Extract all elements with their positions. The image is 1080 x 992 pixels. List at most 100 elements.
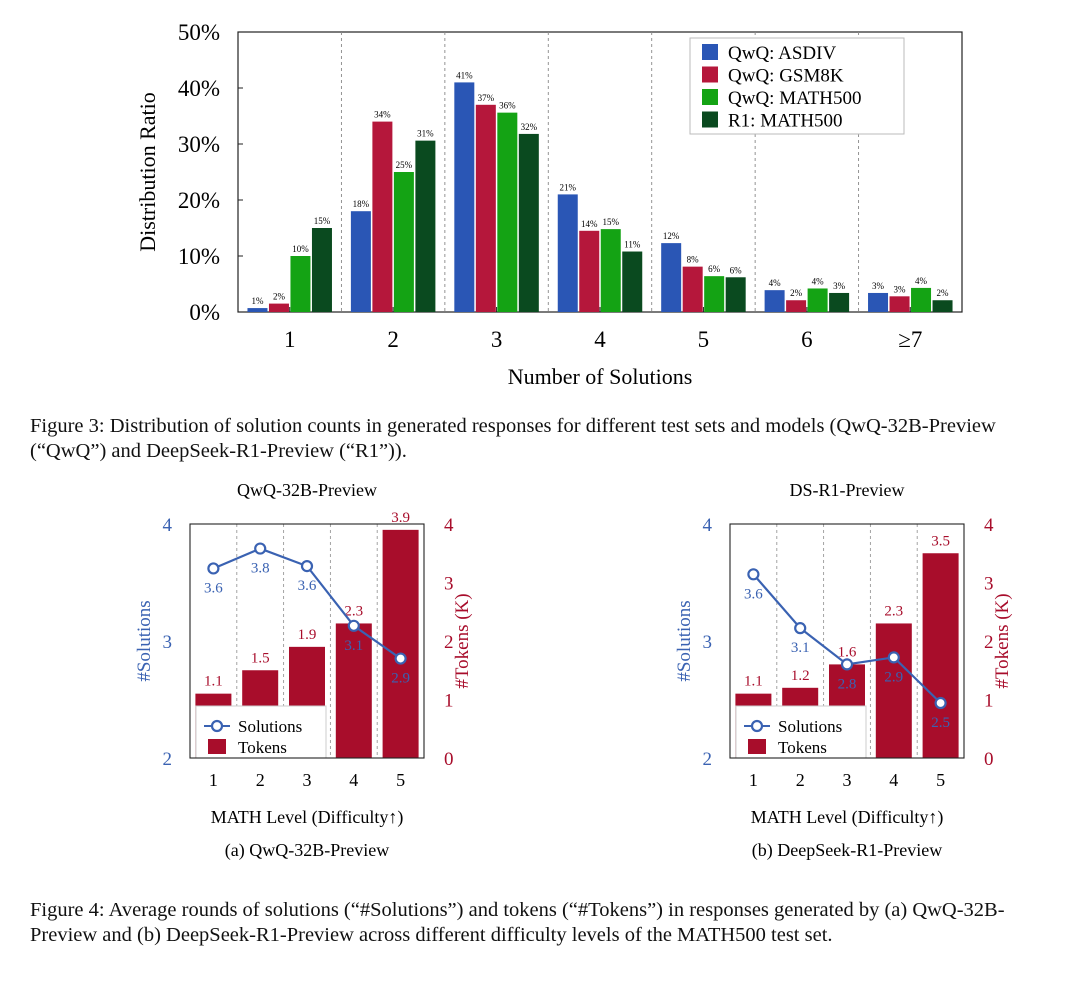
bar-data-label: 41% <box>456 70 473 80</box>
solutions-data-label: 2.9 <box>884 669 903 685</box>
solutions-point <box>300 560 314 573</box>
solutions-data-label: 2.9 <box>391 671 410 687</box>
bar <box>290 256 311 312</box>
legend-box <box>689 37 905 135</box>
right-y-tick-label: 3 <box>444 574 454 595</box>
x-tick-label: 4 <box>349 770 358 790</box>
right-y-tick-label: 3 <box>984 574 994 595</box>
bar-data-label: 37% <box>478 93 495 103</box>
bar-data-label: 21% <box>560 182 577 192</box>
bar-data-label: 2% <box>273 292 286 302</box>
solutions-data-label: 3.6 <box>744 586 763 602</box>
bar <box>889 296 910 312</box>
right-y-tick-label: 0 <box>444 749 454 770</box>
bar <box>268 303 289 312</box>
left-y-axis-title: #Solutions <box>134 600 155 681</box>
right-y-tick-label: 1 <box>444 691 454 712</box>
x-tick-label: 3 <box>491 327 503 352</box>
legend-marker-solutions <box>750 719 764 733</box>
bar <box>518 133 539 312</box>
left-y-tick-label: 2 <box>703 749 713 770</box>
bar <box>682 266 703 312</box>
x-tick-label: 2 <box>256 770 265 790</box>
bar-data-label: 1% <box>251 296 264 306</box>
legend-entry: QwQ: MATH500 <box>728 88 862 109</box>
solutions-data-label: 3.6 <box>204 580 223 596</box>
bar <box>764 290 785 312</box>
bar <box>868 292 889 312</box>
bar <box>725 277 746 312</box>
token-data-label: 1.9 <box>298 627 317 643</box>
solutions-point <box>347 619 360 632</box>
bar <box>932 300 953 312</box>
left-y-tick-label: 2 <box>163 749 173 770</box>
chart-title: DS-R1-Preview <box>790 480 905 500</box>
bar-data-label: 2% <box>790 288 803 298</box>
bar-data-label: 14% <box>581 219 598 229</box>
bar <box>786 300 807 312</box>
x-tick-label: 5 <box>936 770 945 790</box>
solutions-point <box>794 622 807 635</box>
solutions-data-label: 3.1 <box>791 640 810 656</box>
solutions-data-label: 3.1 <box>344 638 363 654</box>
bar-data-label: 25% <box>396 160 413 170</box>
bar <box>454 82 475 313</box>
left-y-tick-label: 3 <box>163 632 173 653</box>
right-y-tick-label: 2 <box>984 632 994 653</box>
bar <box>600 229 621 312</box>
token-data-label: 1.5 <box>251 650 270 666</box>
subfigure-caption: (b) DeepSeek-R1-Preview <box>752 840 942 861</box>
bar-data-label: 32% <box>521 122 538 132</box>
bar-data-label: 11% <box>624 240 641 250</box>
token-data-label: 1.2 <box>791 668 810 684</box>
token-bar <box>382 529 419 758</box>
legend-marker-solutions <box>210 719 224 733</box>
bar <box>704 276 725 312</box>
bar-data-label: 34% <box>374 110 391 120</box>
figure-3-bar-chart: 0%10%20%30%40%50%11% 2%10%15%218%34%25%31… <box>135 20 963 389</box>
bar <box>247 308 268 312</box>
token-data-label: 1.1 <box>204 674 223 690</box>
x-tick-label: 1 <box>749 770 758 790</box>
plot-frame <box>729 523 965 759</box>
legend-entry-tokens: Tokens <box>778 738 827 757</box>
subfigure-caption: (a) QwQ-32B-Preview <box>225 840 389 861</box>
right-y-tick-label: 1 <box>984 691 994 712</box>
solutions-data-label: 2.8 <box>838 676 857 692</box>
legend-entry: QwQ: ASDIV <box>728 43 836 64</box>
right-y-tick-label: 4 <box>984 515 994 536</box>
token-data-label: 1.1 <box>744 674 763 690</box>
bar <box>415 140 436 312</box>
left-y-tick-label: 4 <box>703 515 713 536</box>
bar <box>579 230 600 312</box>
figure-4-caption: Figure 4: Average rounds of solutions (“… <box>30 899 1005 946</box>
x-tick-label: 2 <box>796 770 805 790</box>
bar-data-label: 18% <box>353 199 370 209</box>
bar <box>350 211 371 312</box>
legend-swatch <box>702 89 718 105</box>
x-axis-title: MATH Level (Difficulty↑) <box>211 807 404 828</box>
bar-data-label: 4% <box>769 278 782 288</box>
y-tick-label: 30% <box>178 132 220 157</box>
solutions-point <box>207 562 220 575</box>
token-data-label: 2.3 <box>884 603 903 619</box>
x-tick-label: 1 <box>209 770 218 790</box>
left-y-axis-title: #Solutions <box>674 600 695 681</box>
y-tick-label: 0% <box>189 300 220 325</box>
bar-data-label: 31% <box>417 129 434 139</box>
x-tick-label: 5 <box>698 327 710 352</box>
chart-title: QwQ-32B-Preview <box>237 480 377 500</box>
y-tick-label: 20% <box>178 188 220 213</box>
token-bar <box>335 623 372 758</box>
right-y-tick-label: 4 <box>444 515 454 536</box>
bar-data-label: 2% <box>937 288 950 298</box>
legend-entry-solutions: Solutions <box>238 717 302 736</box>
bar-data-label: 4% <box>915 276 928 286</box>
solutions-point <box>254 542 267 555</box>
x-tick-label: 5 <box>396 770 405 790</box>
bar-data-label: 8% <box>687 255 700 265</box>
legend-swatch-tokens <box>208 739 226 754</box>
legend-swatch <box>702 66 718 83</box>
legend-entry: R1: MATH500 <box>728 111 843 132</box>
bar <box>829 292 850 312</box>
